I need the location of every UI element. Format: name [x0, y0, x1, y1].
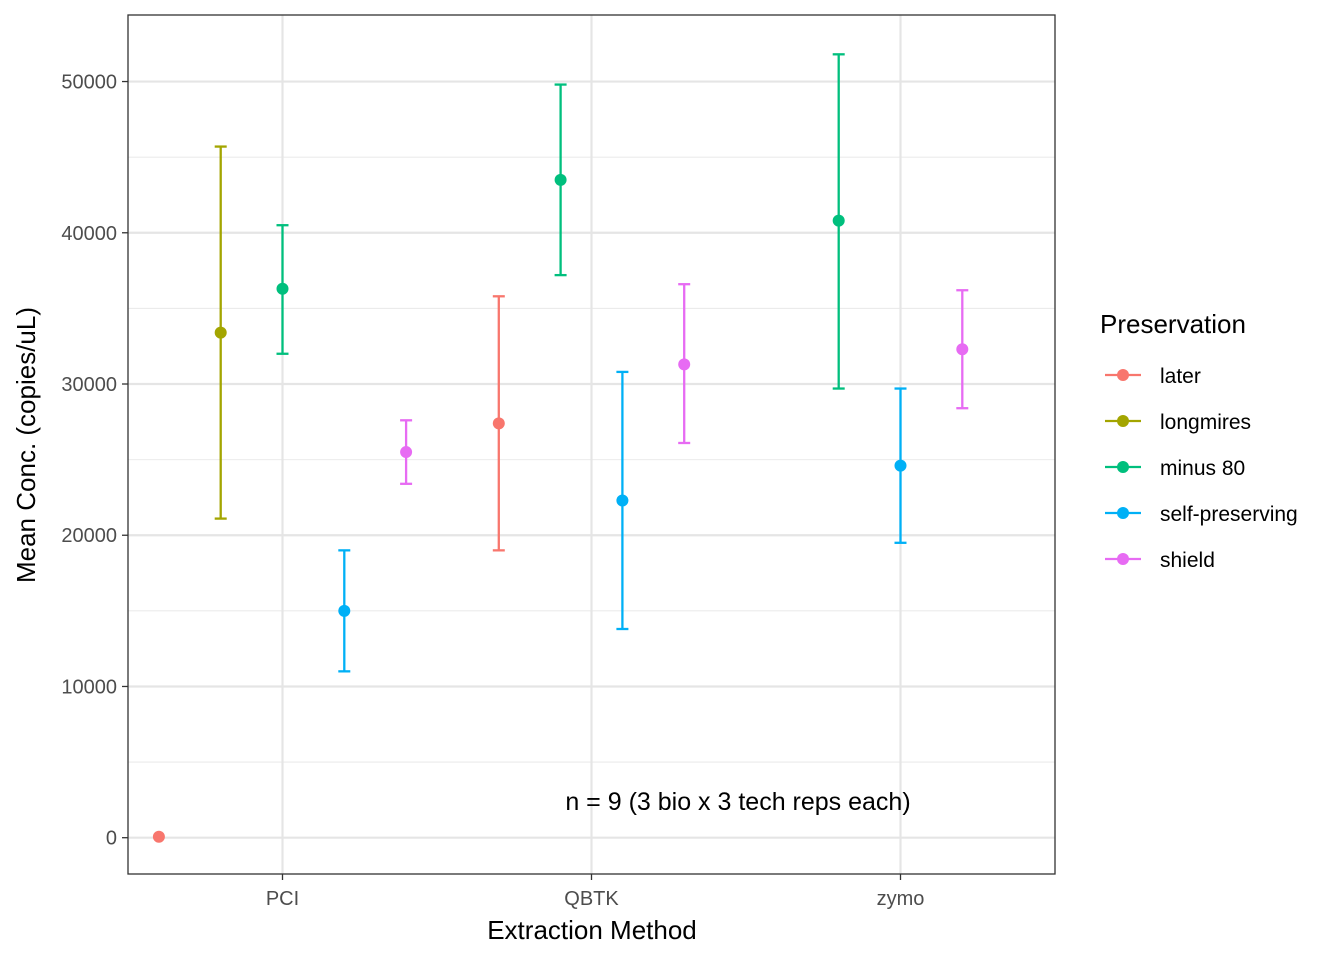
data-point [956, 343, 969, 356]
data-point [894, 459, 907, 472]
x-tick-label: zymo [877, 888, 925, 910]
data-point [616, 494, 629, 507]
legend-item: longmires [1105, 411, 1251, 434]
legend: Preservation later longmires minus 80 self-… [1100, 309, 1298, 572]
data-point [338, 604, 351, 617]
points [152, 173, 969, 843]
x-axis-title: Extraction Method [487, 915, 697, 945]
legend-key-point [1117, 461, 1129, 473]
legend-title: Preservation [1100, 309, 1246, 339]
data-point [554, 173, 567, 186]
legend-item: self-preserving [1105, 503, 1298, 526]
data-point [276, 282, 289, 295]
annotation-text: n = 9 (3 bio x 3 tech reps each) [565, 788, 910, 816]
data-point [492, 417, 505, 430]
legend-label: later [1160, 365, 1201, 388]
y-tick-label: 10000 [61, 676, 117, 698]
legend-key-point [1117, 553, 1129, 565]
legend-key-point [1117, 369, 1129, 381]
y-tick-label: 0 [106, 828, 117, 850]
data-point [678, 358, 691, 371]
data-point [152, 830, 165, 843]
x-tick-label: QBTK [564, 888, 619, 910]
x-tick-label: PCI [266, 888, 299, 910]
y-axis: 0 10000 20000 30000 40000 50000 [61, 72, 128, 850]
legend-item: shield [1105, 549, 1215, 572]
x-axis: PCI QBTK zymo [266, 874, 925, 910]
legend-item: later [1105, 365, 1201, 388]
legend-key-point [1117, 415, 1129, 427]
data-point [400, 446, 413, 459]
legend-label: minus 80 [1160, 457, 1245, 480]
y-tick-label: 50000 [61, 72, 117, 94]
legend-item: minus 80 [1105, 457, 1245, 480]
data-point [214, 326, 227, 339]
legend-key-point [1117, 507, 1129, 519]
legend-label: longmires [1160, 411, 1251, 434]
legend-label: shield [1160, 549, 1215, 572]
data-point [832, 214, 845, 227]
y-tick-label: 30000 [61, 374, 117, 396]
legend-label: self-preserving [1160, 503, 1298, 526]
y-tick-label: 20000 [61, 525, 117, 547]
y-tick-label: 40000 [61, 223, 117, 245]
y-axis-title: Mean Conc. (copies/uL) [11, 307, 41, 583]
